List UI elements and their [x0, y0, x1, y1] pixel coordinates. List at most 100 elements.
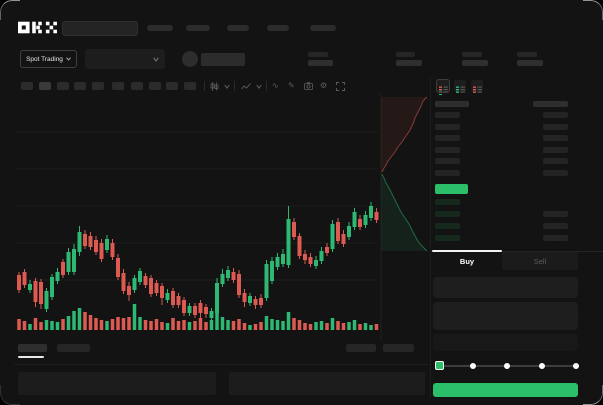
candle-body [105, 239, 109, 250]
spot-trading-label: Spot Trading [26, 55, 63, 63]
volume-bar [50, 321, 54, 330]
slider-stop[interactable] [504, 363, 510, 369]
stat-label-placeholder [517, 52, 537, 57]
wave-overlay-icon[interactable]: ∿ [272, 81, 279, 90]
stat-label-placeholder [462, 52, 482, 57]
candle-body [259, 298, 263, 305]
candle-body [22, 272, 27, 285]
ask-price-placeholder[interactable] [435, 112, 460, 118]
candle-body [308, 257, 313, 264]
ask-price-placeholder[interactable] [435, 124, 460, 130]
candlestick-chart-canvas[interactable] [14, 94, 430, 340]
volume-bar [231, 321, 236, 330]
buy-submit-button[interactable] [433, 383, 578, 397]
chart-style-icon[interactable] [210, 81, 219, 91]
timeframe-button[interactable] [74, 82, 86, 90]
spot-trading-dropdown[interactable]: Spot Trading [20, 50, 77, 68]
ask-price-placeholder[interactable] [435, 147, 460, 153]
price-input[interactable] [433, 277, 578, 298]
timeframe-button[interactable] [21, 82, 33, 90]
chevron-down-icon[interactable] [256, 81, 262, 91]
volume-bar [347, 322, 351, 330]
slider-stop[interactable] [469, 363, 476, 369]
bid-amount-placeholder[interactable] [543, 223, 568, 229]
volume-bar [105, 321, 109, 330]
amount-input[interactable] [433, 302, 578, 330]
okx-logo[interactable] [18, 20, 58, 35]
tab-sell[interactable]: Sell [502, 252, 578, 270]
candle-body [281, 254, 285, 264]
nav-item-placeholder[interactable] [227, 25, 249, 31]
chevron-down-icon[interactable] [224, 81, 230, 91]
ask-amount-placeholder[interactable] [543, 158, 568, 164]
volume-bar [66, 316, 71, 330]
bottom-action-placeholder[interactable] [383, 344, 414, 352]
ask-amount-placeholder[interactable] [543, 147, 568, 153]
volume-bar [297, 320, 302, 330]
orderbook-view-split-icon[interactable] [436, 79, 450, 95]
slider-stop[interactable] [538, 363, 545, 369]
ask-amount-placeholder[interactable] [543, 124, 568, 130]
candle-body [358, 219, 362, 227]
volume-bar [171, 318, 175, 330]
timeframe-button[interactable] [131, 82, 143, 90]
ask-price-placeholder[interactable] [435, 170, 460, 176]
tab-buy[interactable]: Buy [432, 252, 502, 270]
divider [14, 364, 428, 365]
search-input[interactable] [62, 21, 138, 36]
sell-tab-label: Sell [533, 256, 547, 266]
volume-bar [143, 320, 148, 330]
volume-bar [259, 322, 263, 330]
nav-item-placeholder[interactable] [267, 25, 289, 31]
fullscreen-icon[interactable] [336, 81, 345, 91]
volume-bar [308, 324, 313, 330]
nav-item-placeholder[interactable] [186, 25, 210, 31]
bid-price-placeholder[interactable] [435, 199, 460, 205]
nav-item-placeholder[interactable] [147, 25, 173, 31]
candle-body [330, 224, 335, 249]
candle-body [50, 277, 54, 297]
timeframe-button[interactable] [92, 82, 104, 90]
pair-selector[interactable] [85, 49, 165, 69]
indicators-icon[interactable] [241, 81, 251, 91]
ask-amount-placeholder[interactable] [543, 135, 568, 141]
orderbook-view-asks-icon[interactable] [471, 80, 483, 93]
slider-stop[interactable] [573, 363, 579, 369]
ask-price-placeholder[interactable] [435, 158, 460, 164]
bottom-action-placeholder[interactable] [346, 344, 376, 352]
bid-price-placeholder[interactable] [435, 223, 460, 229]
nav-item-placeholder[interactable] [310, 25, 336, 31]
stat-value-placeholder [308, 60, 333, 66]
bid-amount-placeholder[interactable] [543, 235, 568, 241]
volume-bar [270, 319, 274, 330]
window-corner [583, 385, 603, 405]
bottom-tab-active[interactable] [18, 344, 47, 352]
ask-amount-placeholder[interactable] [543, 112, 568, 118]
bid-amount-placeholder[interactable] [543, 211, 568, 217]
slider-handle[interactable] [435, 361, 444, 370]
volume-bar [281, 321, 285, 330]
bid-price-placeholder[interactable] [435, 211, 460, 217]
ask-price-placeholder[interactable] [435, 135, 460, 141]
camera-snapshot-icon[interactable] [304, 81, 313, 91]
candle-body [182, 300, 186, 313]
ask-amount-placeholder[interactable] [543, 170, 568, 176]
timeframe-button[interactable] [149, 82, 161, 90]
last-price-badge[interactable] [435, 184, 468, 194]
volume-bar [149, 321, 153, 330]
timeframe-button[interactable] [184, 82, 196, 90]
settings-gear-icon[interactable]: ⚙ [320, 81, 328, 90]
timeframe-button[interactable] [39, 82, 51, 90]
candle-body [28, 284, 32, 290]
timeframe-button[interactable] [112, 82, 124, 90]
timeframe-button[interactable] [57, 82, 69, 90]
toolbar-divider [234, 81, 235, 91]
coin-avatar [182, 51, 198, 67]
bottom-tab[interactable] [57, 344, 90, 352]
orderbook-view-bids-icon[interactable] [454, 80, 466, 93]
total-field[interactable] [433, 334, 578, 351]
timeframe-button[interactable] [166, 82, 178, 90]
draw-pencil-icon[interactable]: ✎ [288, 81, 295, 90]
bid-price-placeholder[interactable] [435, 235, 460, 241]
volume-bar [33, 318, 38, 330]
